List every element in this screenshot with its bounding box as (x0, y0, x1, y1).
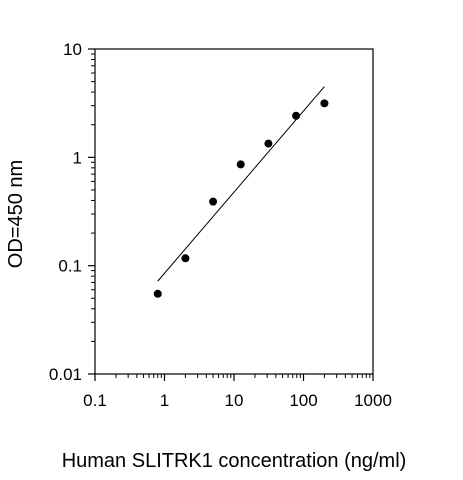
x-tick-label: 1 (160, 391, 169, 410)
x-axis: 0.1 1 10 100 1000 (83, 374, 392, 410)
data-point (320, 99, 329, 108)
x-tick-label: 0.1 (83, 391, 107, 410)
y-axis: 0.01 0.1 1 10 (49, 40, 95, 384)
y-tick-label: 1 (73, 148, 82, 167)
x-tick-label: 100 (289, 391, 317, 410)
data-point (292, 111, 301, 120)
y-tick-label: 0.01 (49, 365, 82, 384)
x-tick-label: 1000 (354, 391, 392, 410)
data-point (209, 197, 218, 206)
y-axis-title: OD=450 nm (5, 160, 27, 268)
data-point (153, 289, 162, 298)
plot-border (94, 48, 374, 375)
data-points (153, 99, 329, 298)
x-tick-label: 10 (225, 391, 244, 410)
data-point (181, 254, 190, 263)
data-point (236, 160, 245, 169)
x-axis-title: Human SLITRK1 concentration (ng/ml) (62, 450, 407, 472)
plot-area (94, 48, 374, 375)
data-point (264, 139, 273, 148)
y-tick-label: 10 (63, 40, 82, 59)
y-tick-label: 0.1 (58, 257, 82, 276)
